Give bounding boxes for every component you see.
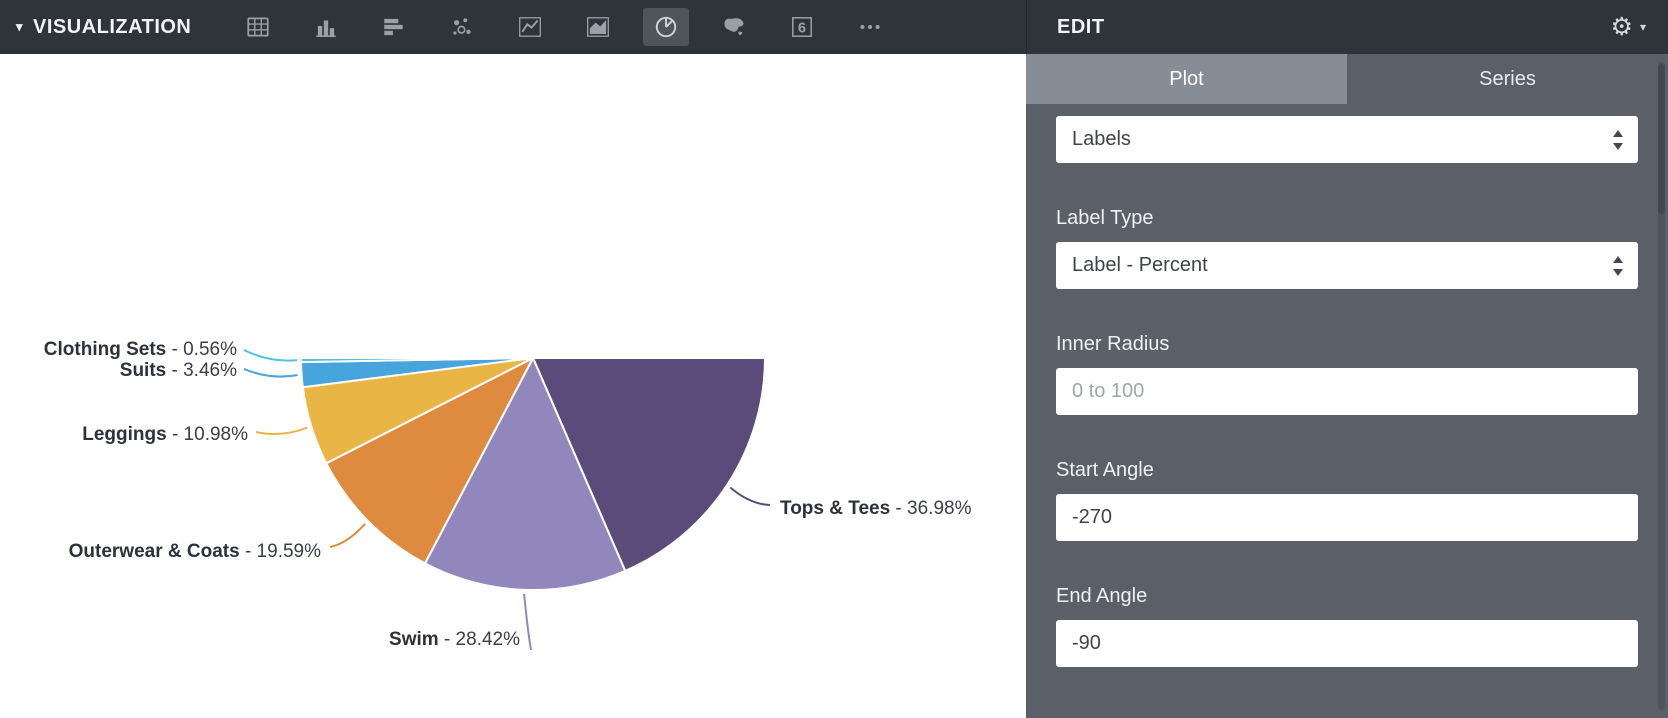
label-type-label: Label Type bbox=[1056, 207, 1154, 229]
label-type-select[interactable]: Label - Percent bbox=[1056, 242, 1638, 289]
pie-label-leader-line bbox=[523, 593, 532, 651]
map-chart-icon-button[interactable] bbox=[711, 8, 757, 46]
labels-select[interactable]: Labels bbox=[1056, 116, 1638, 163]
labels-select-value: Labels bbox=[1072, 128, 1131, 150]
tab-plot[interactable]: Plot bbox=[1026, 54, 1347, 104]
area-chart-icon bbox=[587, 17, 610, 37]
pie-slice-tops-tees[interactable] bbox=[531, 357, 767, 573]
scatter-chart-icon-button[interactable] bbox=[439, 8, 485, 46]
pie-label-leader-line bbox=[329, 523, 366, 548]
inner-radius-input[interactable] bbox=[1056, 368, 1638, 415]
scatter-chart-icon bbox=[453, 18, 472, 35]
pie-label-leader-line bbox=[255, 426, 308, 436]
pie-chart-icon-button[interactable] bbox=[643, 8, 690, 46]
bar-chart-icon-button[interactable] bbox=[303, 8, 349, 46]
kpi-number-icon: 6 bbox=[792, 17, 813, 37]
svg-text:6: 6 bbox=[798, 20, 806, 36]
line-chart-icon bbox=[519, 17, 542, 37]
data-table-icon bbox=[247, 17, 270, 37]
bar-chart-icon bbox=[316, 20, 337, 37]
pie-slice-swim[interactable] bbox=[423, 355, 627, 592]
end-angle-input[interactable] bbox=[1056, 620, 1638, 667]
horizontal-bar-chart-icon bbox=[384, 18, 404, 36]
panel-settings-button[interactable]: ⚙ ▾ bbox=[1610, 12, 1646, 41]
tab-series[interactable]: Series bbox=[1479, 68, 1536, 90]
pie-label-leader-line bbox=[729, 486, 771, 506]
end-angle-label: End Angle bbox=[1056, 585, 1148, 607]
start-angle-input[interactable] bbox=[1056, 494, 1638, 541]
pie-label-leader-line bbox=[243, 349, 298, 362]
plot-settings-form: Labels Label Type Label - Percent Inner … bbox=[1026, 104, 1668, 667]
toolbar-left-section: ▾ VISUALIZATION 6 bbox=[0, 0, 1026, 54]
pie-slice-outerwear-coats[interactable] bbox=[324, 355, 536, 565]
updown-arrows-icon bbox=[1613, 129, 1624, 151]
updown-arrows-icon bbox=[1613, 255, 1624, 277]
scrollbar-thumb[interactable] bbox=[1658, 64, 1665, 214]
edit-panel-header: EDIT ⚙ ▾ bbox=[1026, 0, 1668, 54]
start-angle-label: Start Angle bbox=[1056, 459, 1154, 481]
chart-canvas: Tops & Tees - 36.98% Swim - 28.42% Outerwe… bbox=[0, 54, 1026, 718]
toolbar-title: VISUALIZATION bbox=[33, 15, 192, 38]
more-icon bbox=[860, 24, 881, 30]
gear-icon: ⚙ bbox=[1610, 12, 1633, 41]
kpi-number-icon-button[interactable]: 6 bbox=[779, 8, 825, 46]
data-table-icon-button[interactable] bbox=[235, 8, 281, 46]
horizontal-bar-chart-icon-button[interactable] bbox=[371, 8, 417, 46]
scrollbar[interactable] bbox=[1658, 62, 1665, 710]
edit-panel: Plot Series Labels Label Type Label - Pe… bbox=[1026, 54, 1668, 718]
pie-chart bbox=[243, 349, 771, 651]
caret-down-icon: ▾ bbox=[1639, 20, 1646, 34]
more-icon-button[interactable] bbox=[847, 8, 893, 46]
viz-type-toolbar: 6 bbox=[235, 8, 893, 46]
area-chart-icon-button[interactable] bbox=[575, 8, 621, 46]
line-chart-icon-button[interactable] bbox=[507, 8, 553, 46]
pie-chart-icon bbox=[656, 16, 677, 38]
pie-label-leader-line bbox=[243, 368, 298, 378]
edit-panel-title: EDIT bbox=[1057, 15, 1105, 38]
inner-radius-label: Inner Radius bbox=[1056, 333, 1170, 355]
visualization-menu[interactable]: ▾ VISUALIZATION bbox=[0, 16, 191, 39]
panel-tabs: Plot Series bbox=[1026, 54, 1668, 104]
map-chart-icon bbox=[724, 18, 745, 36]
top-toolbar: ▾ VISUALIZATION 6 EDIT ⚙ ▾ bbox=[0, 0, 1668, 54]
label-type-select-value: Label - Percent bbox=[1072, 254, 1208, 276]
caret-down-icon: ▾ bbox=[16, 19, 24, 34]
pie-slice-clothing-sets[interactable] bbox=[299, 357, 534, 364]
